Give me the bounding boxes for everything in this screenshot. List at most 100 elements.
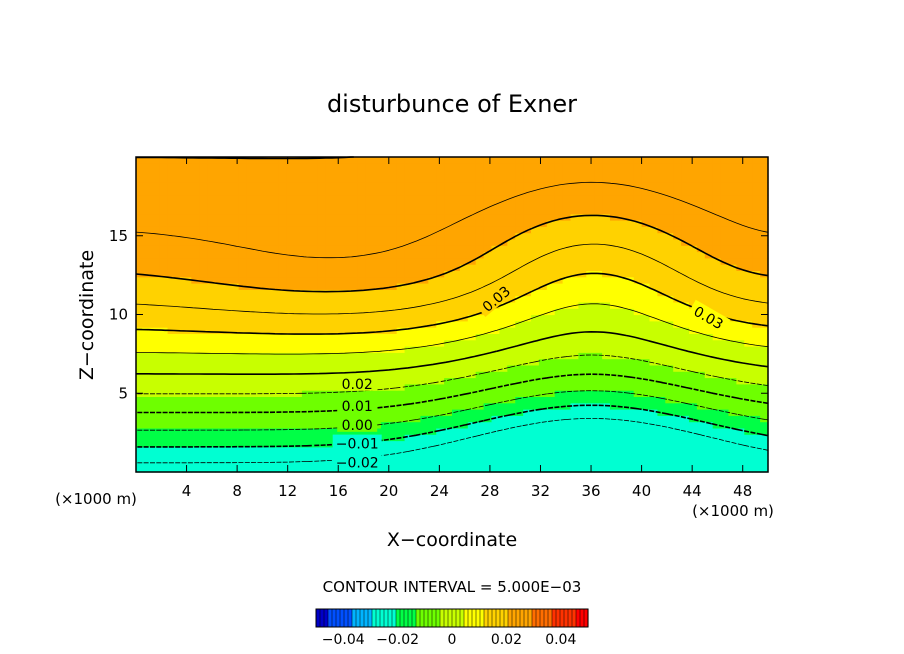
contour-fill-cell <box>760 327 769 334</box>
contour-fill-cell <box>286 157 295 164</box>
contour-fill-cell <box>752 390 761 397</box>
contour-fill-cell <box>562 352 572 360</box>
contour-fill-cell <box>175 264 184 271</box>
contour-fill-cell <box>143 194 153 202</box>
contour-fill-cell <box>380 188 390 196</box>
contour-fill-cell <box>396 371 406 379</box>
contour-fill-cell <box>570 175 579 183</box>
contour-fill-cell <box>673 427 682 435</box>
contour-fill-cell <box>617 226 627 234</box>
contour-fill-cell <box>270 396 279 404</box>
contour-fill-cell <box>444 289 453 297</box>
contour-fill-cell <box>712 465 722 473</box>
contour-fill-cell <box>696 364 706 372</box>
contour-fill-cell <box>412 440 421 448</box>
contour-fill-cell <box>420 182 429 190</box>
contour-fill-cell <box>309 459 319 467</box>
contour-fill-cell <box>222 402 232 410</box>
contour-fill-cell <box>444 409 453 416</box>
contour-fill-cell <box>578 327 587 334</box>
contour-fill-cell <box>610 440 619 448</box>
contour-fill-cell <box>254 402 263 410</box>
contour-fill-cell <box>159 169 169 177</box>
contour-fill-cell <box>554 339 564 347</box>
contour-fill-cell <box>712 364 722 372</box>
contour-fill-cell <box>602 346 611 353</box>
contour-fill-cell <box>586 207 595 215</box>
contour-fill-cell <box>538 213 548 221</box>
contour-fill-cell <box>689 320 698 328</box>
contour-fill-cell <box>278 434 287 442</box>
contour-fill-cell <box>657 251 666 259</box>
contour-fill-cell <box>262 226 271 234</box>
colorbar-frame <box>315 608 589 628</box>
contour-fill-cell <box>475 364 485 372</box>
contour-fill-cell <box>309 238 319 246</box>
contour-fill-cell <box>728 264 737 271</box>
contour-fill-cell <box>728 434 737 442</box>
contour-fill-cell <box>602 446 611 454</box>
contour-fill-cell <box>246 194 256 202</box>
contour-fill-cell <box>183 220 192 227</box>
contour-fill-cell <box>136 352 145 360</box>
contour-fill-cell <box>238 358 248 366</box>
contour-fill-cell <box>578 226 587 234</box>
contour-fill-cell <box>673 377 682 385</box>
contour-fill-cell <box>681 194 690 202</box>
contour-fill-cell <box>507 295 516 303</box>
contour-fill-cell <box>230 163 240 171</box>
contour-fill-cell <box>143 383 153 391</box>
contour-fill-cell <box>183 175 192 183</box>
contour-fill-cell <box>222 213 232 221</box>
contour-fill-cell <box>681 339 690 347</box>
contour-fill-cell <box>136 169 145 177</box>
contour-fill-cell <box>373 301 382 309</box>
contour-fill-cell <box>744 421 753 429</box>
contour-fill-cell <box>736 333 745 341</box>
contour-fill-cell <box>681 301 690 309</box>
contour-fill-cell <box>649 390 658 397</box>
contour-fill-cell <box>412 232 421 240</box>
contour-fill-cell <box>712 194 722 202</box>
contour-fill-cell <box>222 327 232 334</box>
contour-fill-cell <box>325 446 335 454</box>
contour-fill-cell <box>483 434 493 442</box>
contour-fill-cell <box>704 301 714 309</box>
contour-fill-cell <box>744 364 753 372</box>
contour-fill-cell <box>420 358 429 366</box>
contour-fill-cell <box>175 333 184 341</box>
contour-fill-cell <box>554 415 564 423</box>
contour-fill-cell <box>475 390 485 397</box>
contour-fill-cell <box>665 402 674 410</box>
contour-fill-cell <box>294 402 303 410</box>
contour-fill-cell <box>230 346 240 353</box>
contour-fill-cell <box>570 201 579 208</box>
contour-fill-cell <box>349 232 358 240</box>
contour-fill-cell <box>665 213 674 221</box>
contour-fill-cell <box>546 169 556 177</box>
contour-fill-cell <box>602 383 611 391</box>
contour-fill-cell <box>594 352 603 360</box>
contour-fill-cell <box>388 434 398 442</box>
contour-fill-cell <box>546 226 556 234</box>
contour-fill-cell <box>270 383 279 391</box>
contour-fill-cell <box>341 238 350 246</box>
contour-fill-cell <box>483 182 493 190</box>
contour-fill-cell <box>365 226 374 234</box>
contour-fill-cell <box>696 459 706 467</box>
contour-fill-cell <box>167 364 177 372</box>
contour-fill-cell <box>689 264 698 271</box>
contour-fill-cell <box>546 440 556 448</box>
contour-fill-cell <box>444 301 453 309</box>
contour-fill-cell <box>143 446 153 454</box>
contour-fill-cell <box>610 427 619 435</box>
contour-fill-cell <box>467 453 477 460</box>
contour-fill-cell <box>467 213 477 221</box>
contour-fill-cell <box>617 327 627 334</box>
contour-fill-cell <box>554 169 564 177</box>
contour-fill-cell <box>278 364 287 372</box>
contour-fill-cell <box>649 396 658 404</box>
contour-fill-cell <box>436 415 445 423</box>
contour-fill-cell <box>270 358 279 366</box>
contour-fill-cell <box>222 226 232 234</box>
